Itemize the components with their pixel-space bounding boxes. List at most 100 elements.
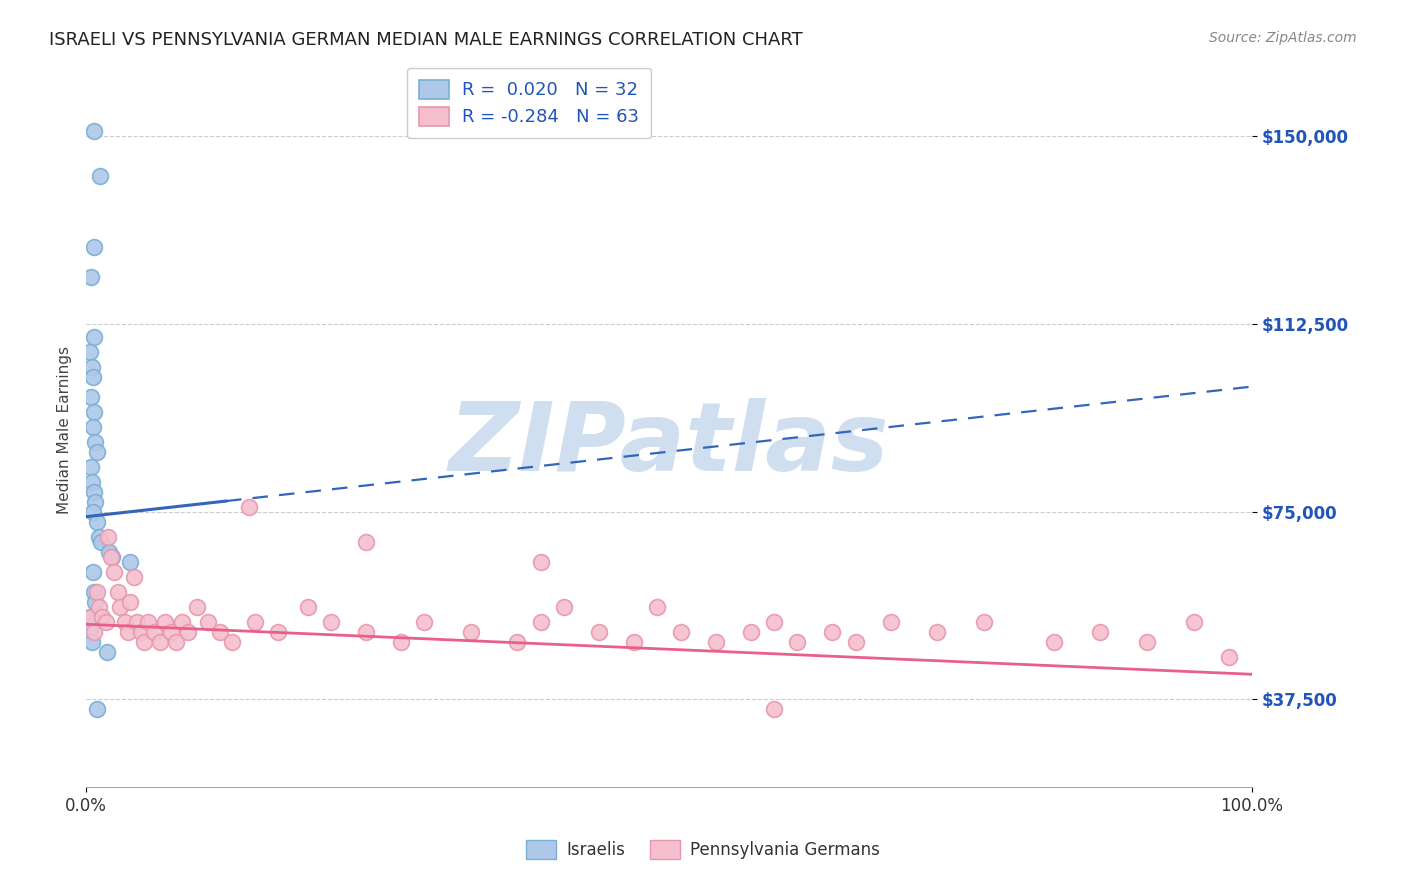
Point — [319, 615, 342, 629]
Point — [267, 624, 290, 639]
Point — [86, 702, 108, 716]
Point — [122, 570, 145, 584]
Legend: R =  0.020   N = 32, R = -0.284   N = 63: R = 0.020 N = 32, R = -0.284 N = 63 — [408, 68, 651, 138]
Point — [84, 494, 107, 508]
Point — [90, 534, 112, 549]
Point — [127, 615, 149, 629]
Point — [879, 615, 901, 629]
Point — [96, 645, 118, 659]
Point — [100, 549, 122, 564]
Point — [83, 124, 105, 138]
Point — [80, 390, 103, 404]
Point — [506, 634, 529, 648]
Point — [209, 624, 232, 639]
Point — [82, 565, 104, 579]
Point — [80, 359, 103, 374]
Point — [94, 615, 117, 629]
Point — [84, 595, 107, 609]
Point — [83, 329, 105, 343]
Point — [84, 434, 107, 449]
Point — [623, 634, 645, 648]
Point — [80, 609, 103, 624]
Point — [100, 549, 122, 564]
Point — [530, 615, 553, 629]
Point — [87, 530, 110, 544]
Point — [786, 634, 808, 648]
Point — [176, 624, 198, 639]
Point — [148, 634, 170, 648]
Point — [129, 624, 152, 639]
Point — [740, 624, 762, 639]
Point — [389, 634, 412, 648]
Point — [530, 555, 553, 569]
Point — [134, 634, 156, 648]
Legend: Israelis, Pennsylvania Germans: Israelis, Pennsylvania Germans — [519, 834, 887, 866]
Point — [83, 404, 105, 418]
Text: ZIPatlas: ZIPatlas — [449, 398, 890, 491]
Point — [354, 534, 377, 549]
Point — [83, 584, 105, 599]
Point — [588, 624, 610, 639]
Point — [297, 599, 319, 614]
Point — [98, 544, 121, 558]
Point — [553, 599, 575, 614]
Point — [80, 475, 103, 489]
Point — [1090, 624, 1112, 639]
Point — [973, 615, 995, 629]
Point — [1042, 634, 1064, 648]
Point — [704, 634, 727, 648]
Point — [80, 459, 103, 474]
Point — [669, 624, 692, 639]
Point — [170, 615, 193, 629]
Point — [1218, 649, 1240, 664]
Point — [647, 599, 669, 614]
Point — [136, 615, 159, 629]
Point — [80, 269, 103, 284]
Point — [86, 515, 108, 529]
Point — [89, 169, 111, 184]
Point — [120, 555, 142, 569]
Point — [186, 599, 208, 614]
Point — [97, 530, 120, 544]
Text: ISRAELI VS PENNSYLVANIA GERMAN MEDIAN MALE EARNINGS CORRELATION CHART: ISRAELI VS PENNSYLVANIA GERMAN MEDIAN MA… — [49, 31, 803, 49]
Point — [83, 239, 105, 253]
Point — [79, 344, 101, 359]
Point — [460, 624, 482, 639]
Point — [107, 584, 129, 599]
Point — [142, 624, 165, 639]
Point — [165, 634, 187, 648]
Text: Source: ZipAtlas.com: Source: ZipAtlas.com — [1209, 31, 1357, 45]
Point — [83, 484, 105, 499]
Point — [413, 615, 436, 629]
Point — [86, 584, 108, 599]
Point — [1136, 634, 1159, 648]
Point — [845, 634, 868, 648]
Point — [197, 615, 219, 629]
Point — [117, 624, 139, 639]
Point — [80, 634, 103, 648]
Point — [108, 599, 131, 614]
Point — [114, 615, 136, 629]
Point — [79, 609, 101, 624]
Point — [103, 565, 125, 579]
Point — [821, 624, 844, 639]
Point — [221, 634, 243, 648]
Point — [238, 500, 260, 514]
Point — [87, 599, 110, 614]
Point — [83, 624, 105, 639]
Point — [762, 702, 785, 716]
Point — [354, 624, 377, 639]
Point — [243, 615, 266, 629]
Point — [82, 419, 104, 434]
Point — [120, 595, 142, 609]
Point — [82, 505, 104, 519]
Point — [762, 615, 785, 629]
Point — [1182, 615, 1205, 629]
Point — [155, 615, 177, 629]
Point — [86, 444, 108, 458]
Point — [927, 624, 949, 639]
Point — [80, 620, 103, 634]
Point — [160, 624, 183, 639]
Point — [91, 609, 114, 624]
Y-axis label: Median Male Earnings: Median Male Earnings — [58, 346, 72, 515]
